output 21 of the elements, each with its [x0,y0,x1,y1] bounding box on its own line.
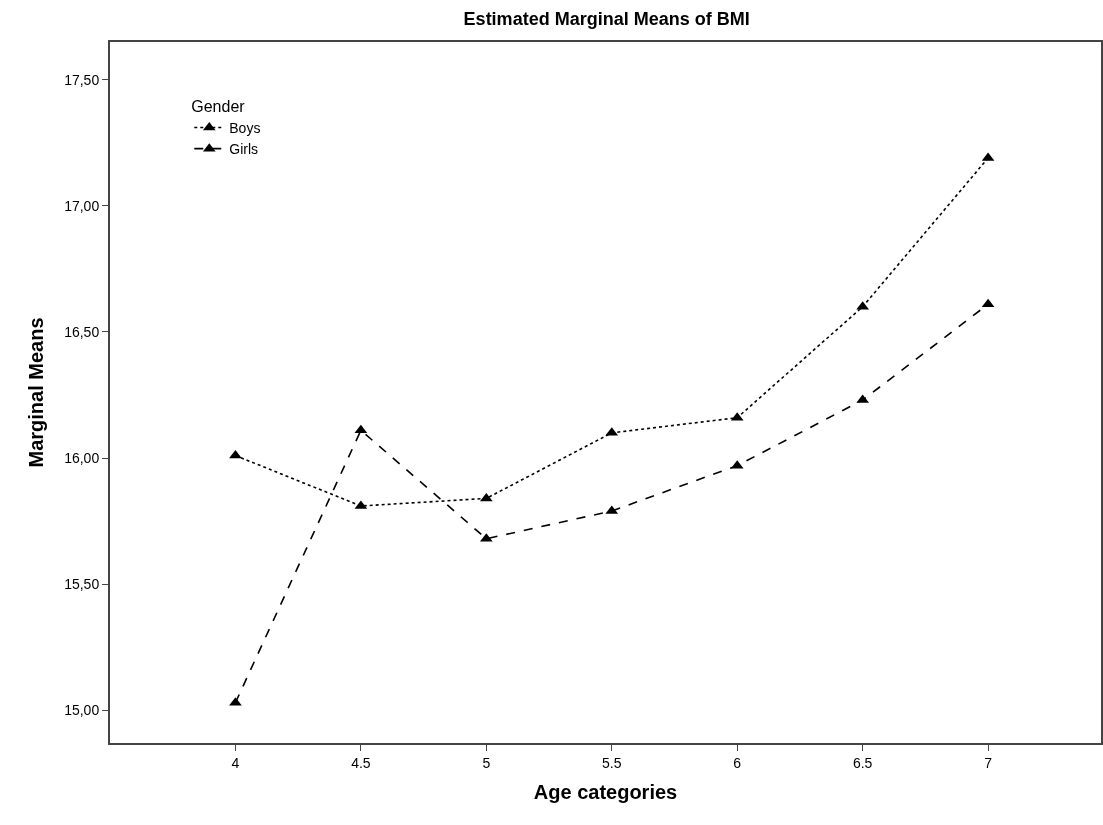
x-tick-label: 7 [984,754,993,771]
x-tick-label: 6.5 [852,754,873,771]
x-tick-label: 4.5 [351,754,371,771]
x-tick-label: 5.5 [602,754,622,771]
point [354,424,368,434]
y-tick-label: 17,00 [64,197,100,214]
legend-label: Boys [229,119,261,136]
x-tick-label: 4 [231,754,240,771]
y-axis-title: Marginal Means [25,317,48,468]
x-axis-title: Age categories [533,780,678,803]
y-tick-label: 15,50 [64,576,100,593]
legend-label: Girls [229,141,259,158]
y-tick-label: 17,50 [64,71,100,88]
y-tick-label: 16,00 [64,449,100,466]
y-tick-label: 16,50 [64,323,100,340]
chart-title: Estimated Marginal Means of BMI [463,8,750,29]
point [479,492,493,502]
legend-title: Gender [191,97,246,115]
x-tick-label: 5 [482,754,491,771]
x-tick-label: 6 [733,754,742,771]
y-tick-label: 15,00 [64,702,100,719]
